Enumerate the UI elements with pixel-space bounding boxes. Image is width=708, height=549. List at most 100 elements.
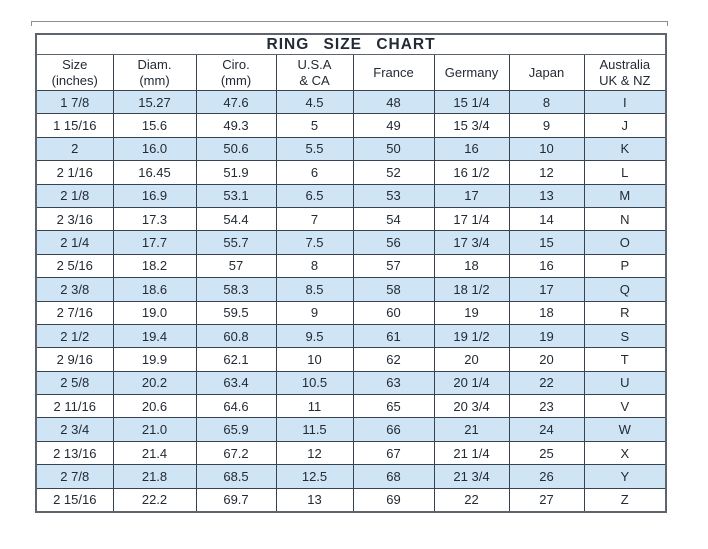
cell-diam-mm: 20.6 — [112, 394, 197, 419]
cell-ciro-mm: 65.9 — [195, 417, 277, 442]
cell-france: 68 — [352, 464, 435, 489]
cell-size-inches: 2 1/4 — [35, 230, 114, 255]
cell-usa-ca: 5 — [275, 113, 354, 138]
table-row: 2 5/16 18.2 57 8 57 18 16 P — [35, 253, 667, 279]
cell-australia-uk-nz: V — [583, 394, 667, 419]
cell-australia-uk-nz: W — [583, 417, 667, 442]
column-header-germany: Germany — [433, 54, 510, 91]
column-header-ciro-mm: Ciro. (mm) — [195, 54, 277, 91]
chart-title-row: RING SIZE CHART — [35, 33, 667, 55]
cell-usa-ca: 10 — [275, 347, 354, 372]
cell-japan: 25 — [508, 440, 585, 466]
cell-japan: 22 — [508, 370, 585, 396]
cell-size-inches: 2 7/8 — [35, 464, 114, 489]
cell-usa-ca: 5.5 — [275, 136, 354, 162]
cell-germany: 21 1/4 — [433, 440, 510, 466]
cell-size-inches: 1 15/16 — [35, 113, 114, 138]
cell-australia-uk-nz: K — [583, 136, 667, 162]
cell-france: 54 — [352, 206, 435, 232]
cell-germany: 20 — [433, 347, 510, 372]
cell-ciro-mm: 69.7 — [195, 487, 277, 513]
cell-usa-ca: 8.5 — [275, 277, 354, 302]
cell-australia-uk-nz: P — [583, 253, 667, 279]
table-row: 2 1/8 16.9 53.1 6.5 53 17 13 M — [35, 183, 667, 208]
cell-germany: 15 1/4 — [433, 89, 510, 115]
cell-australia-uk-nz: S — [583, 323, 667, 349]
column-header-line: France — [373, 64, 414, 80]
cell-germany: 15 3/4 — [433, 113, 510, 138]
cell-size-inches: 2 3/8 — [35, 277, 114, 302]
cell-japan: 9 — [508, 113, 585, 138]
column-header-japan: Japan — [508, 54, 585, 91]
cell-size-inches: 2 5/16 — [35, 253, 114, 279]
cell-germany: 19 1/2 — [433, 323, 510, 349]
column-header-line: Size — [62, 57, 88, 73]
column-header-line: & CA — [299, 72, 330, 88]
table-row: 2 13/16 21.4 67.2 12 67 21 1/4 25 X — [35, 440, 667, 466]
table-row: 1 7/8 15.27 47.6 4.5 48 15 1/4 8 I — [35, 89, 667, 115]
cell-size-inches: 2 1/2 — [35, 323, 114, 349]
cell-australia-uk-nz: X — [583, 440, 667, 466]
cell-france: 50 — [352, 136, 435, 162]
top-rule-line — [31, 21, 668, 26]
cell-germany: 17 3/4 — [433, 230, 510, 255]
cell-usa-ca: 9 — [275, 300, 354, 325]
cell-ciro-mm: 62.1 — [195, 347, 277, 372]
cell-germany: 18 1/2 — [433, 277, 510, 302]
cell-diam-mm: 19.9 — [112, 347, 197, 372]
cell-france: 53 — [352, 183, 435, 208]
table-row: 1 15/16 15.6 49.3 5 49 15 3/4 9 J — [35, 113, 667, 138]
cell-ciro-mm: 57 — [195, 253, 277, 279]
table-row: 2 1/16 16.45 51.9 6 52 16 1/2 12 L — [35, 160, 667, 185]
column-header-line: Australia — [599, 57, 651, 73]
cell-size-inches: 2 7/16 — [35, 300, 114, 325]
table-row: 2 9/16 19.9 62.1 10 62 20 20 T — [35, 347, 667, 372]
cell-australia-uk-nz: Q — [583, 277, 667, 302]
cell-diam-mm: 15.27 — [112, 89, 197, 115]
cell-ciro-mm: 54.4 — [195, 206, 277, 232]
cell-france: 49 — [352, 113, 435, 138]
cell-australia-uk-nz: M — [583, 183, 667, 208]
cell-germany: 20 1/4 — [433, 370, 510, 396]
column-header-line: (inches) — [51, 72, 98, 88]
column-header-line: Germany — [444, 64, 499, 80]
cell-diam-mm: 16.45 — [112, 160, 197, 185]
cell-australia-uk-nz: O — [583, 230, 667, 255]
cell-ciro-mm: 64.6 — [195, 394, 277, 419]
table-row: 2 3/4 21.0 65.9 11.5 66 21 24 W — [35, 417, 667, 442]
cell-japan: 24 — [508, 417, 585, 442]
cell-japan: 15 — [508, 230, 585, 255]
table-row: 2 3/16 17.3 54.4 7 54 17 1/4 14 N — [35, 206, 667, 232]
cell-diam-mm: 18.2 — [112, 253, 197, 279]
table-row: 2 7/16 19.0 59.5 9 60 19 18 R — [35, 300, 667, 325]
table-row: 2 16.0 50.6 5.5 50 16 10 K — [35, 136, 667, 162]
cell-australia-uk-nz: R — [583, 300, 667, 325]
cell-france: 63 — [352, 370, 435, 396]
cell-australia-uk-nz: U — [583, 370, 667, 396]
cell-japan: 10 — [508, 136, 585, 162]
cell-japan: 18 — [508, 300, 585, 325]
cell-size-inches: 2 — [35, 136, 114, 162]
cell-france: 48 — [352, 89, 435, 115]
column-header-line: UK & NZ — [599, 72, 651, 88]
cell-france: 69 — [352, 487, 435, 513]
table-row: 2 3/8 18.6 58.3 8.5 58 18 1/2 17 Q — [35, 277, 667, 302]
cell-size-inches: 2 11/16 — [35, 394, 114, 419]
table-row: 2 15/16 22.2 69.7 13 69 22 27 Z — [35, 487, 667, 513]
cell-ciro-mm: 60.8 — [195, 323, 277, 349]
chart-title: RING SIZE CHART — [35, 33, 667, 55]
column-header-line: Japan — [528, 64, 565, 80]
cell-usa-ca: 8 — [275, 253, 354, 279]
cell-france: 67 — [352, 440, 435, 466]
column-header-diam-mm: Diam. (mm) — [112, 54, 197, 91]
column-header-australia-uk-nz: Australia UK & NZ — [583, 54, 667, 91]
cell-germany: 19 — [433, 300, 510, 325]
table-row: 2 5/8 20.2 63.4 10.5 63 20 1/4 22 U — [35, 370, 667, 396]
table-row: 2 7/8 21.8 68.5 12.5 68 21 3/4 26 Y — [35, 464, 667, 489]
cell-germany: 17 — [433, 183, 510, 208]
cell-australia-uk-nz: T — [583, 347, 667, 372]
cell-usa-ca: 7 — [275, 206, 354, 232]
cell-france: 65 — [352, 394, 435, 419]
cell-japan: 17 — [508, 277, 585, 302]
cell-france: 66 — [352, 417, 435, 442]
